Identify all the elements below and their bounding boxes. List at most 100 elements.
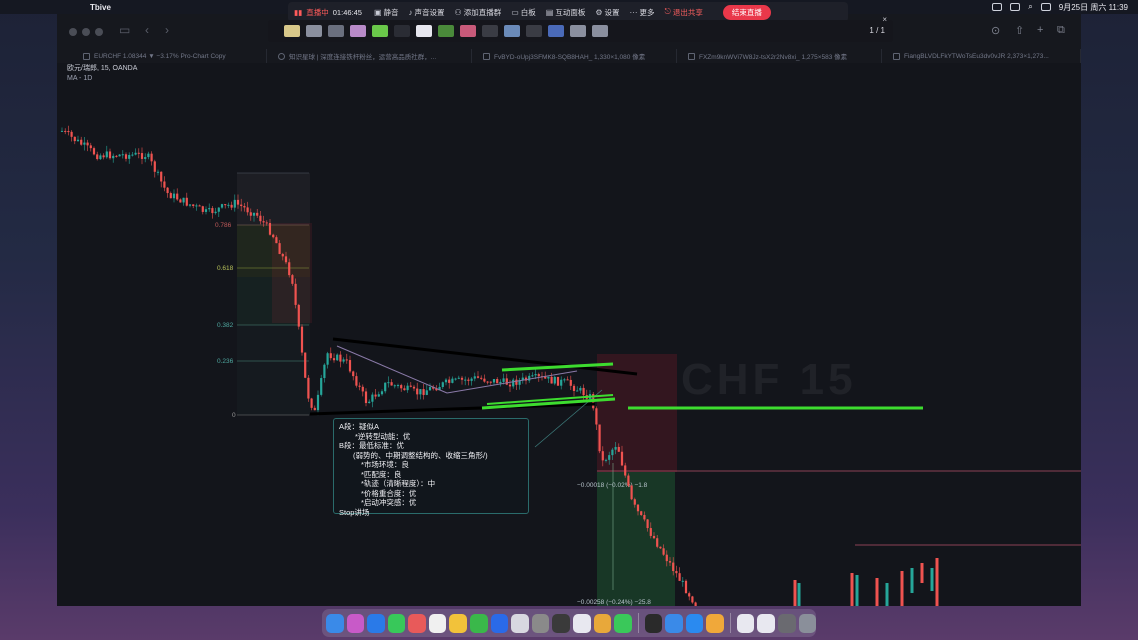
arrow-tool-icon[interactable] — [416, 25, 432, 37]
minimize-window-button[interactable] — [82, 28, 90, 36]
chart-area[interactable]: 欧元/瑞郎, 15, OANDA MA - 1D CHF 15 — [57, 63, 1081, 606]
window-thumb-icon[interactable] — [736, 613, 755, 633]
window-thumb-2-icon[interactable] — [757, 613, 775, 633]
candlestick-chart[interactable]: 0.786 0.618 0.382 0.236 0 −0.00018 (−0.0… — [57, 63, 1081, 606]
tab-overview-icon[interactable]: ⧉ — [1057, 24, 1065, 36]
indicator-label[interactable]: MA - 1D — [67, 75, 93, 82]
candle-body — [211, 208, 214, 214]
triangle-lower-line[interactable] — [309, 402, 596, 416]
app-store-icon[interactable] — [685, 613, 704, 633]
save-tool-icon[interactable] — [548, 25, 564, 37]
text-tool-icon[interactable] — [328, 25, 344, 37]
calendar-icon[interactable] — [428, 613, 447, 633]
preview-icon[interactable] — [511, 613, 529, 633]
keynote-icon[interactable] — [490, 613, 509, 633]
candle-body — [80, 139, 83, 145]
mail-icon[interactable] — [665, 613, 683, 633]
whiteboard-button[interactable]: ▭ 白板 — [511, 7, 536, 18]
profit-zone[interactable] — [597, 472, 675, 606]
facetime-icon[interactable] — [387, 613, 406, 633]
mute-button[interactable]: ▣ 静音 — [374, 7, 399, 18]
tab-image-1[interactable]: FvBYD-oUpj3SFMK8-SQB8HAH_ 1,330×1,080 像素 — [477, 49, 677, 63]
live-status: 直播中 — [306, 7, 329, 17]
wifi-icon[interactable] — [992, 3, 1003, 11]
tab-zsxq[interactable]: 知识星球 | 深度连接铁杆粉丝，运营高品质社群，... — [272, 49, 472, 63]
candle-body — [259, 215, 262, 222]
dock-separator — [729, 613, 731, 633]
downloads-icon[interactable] — [777, 613, 796, 633]
close-icon[interactable]: × — [882, 15, 887, 24]
stop-share-button[interactable]: ⎋ 退出共享 — [665, 7, 703, 18]
candle-body — [249, 212, 252, 216]
tab-image-3[interactable]: FiangBLVDLFkYTWoTsEu3dv0vJR 2,373×1,273.… — [887, 49, 1081, 63]
eraser-tool-icon[interactable] — [460, 25, 476, 37]
line-tool-icon[interactable] — [394, 25, 410, 37]
terminal-icon[interactable] — [552, 613, 570, 633]
green-lower-line-2[interactable] — [486, 394, 614, 405]
candle-body — [339, 354, 342, 362]
chrome-icon[interactable] — [593, 613, 612, 633]
terminal-2-icon[interactable] — [644, 613, 663, 633]
live-icon: ▮▮ — [294, 7, 303, 17]
candle-body — [611, 449, 614, 456]
safari-icon[interactable] — [367, 613, 385, 633]
fib-label-0786: 0.786 — [215, 222, 232, 229]
shape-tool-icon[interactable] — [482, 25, 498, 37]
candle-body — [797, 583, 801, 606]
share-icon[interactable]: ⇧ — [1015, 25, 1025, 37]
trash-icon[interactable] — [798, 613, 817, 633]
candle-body — [278, 243, 281, 254]
sidebar-icon[interactable]: ▭ — [119, 23, 131, 37]
wechat-icon[interactable] — [614, 613, 632, 633]
clear-tool-icon[interactable] — [570, 25, 586, 37]
fib-retracement[interactable]: 0.786 0.618 0.382 0.236 0 — [215, 172, 312, 419]
photos-icon[interactable] — [408, 613, 426, 633]
audio-settings-button[interactable]: ♪ 声音设置 — [409, 7, 445, 18]
settings-button[interactable]: ⚙ 设置 — [595, 7, 619, 18]
finder-icon[interactable] — [326, 613, 344, 633]
datetime[interactable]: 9月25日 周六 11:39 — [1058, 2, 1128, 12]
candle-body — [659, 546, 662, 549]
tab-image-2[interactable]: FXZm9knWVi7W8Jz-tsX2r2Nv8xi_ 1,275×583 像… — [682, 49, 882, 63]
close-window-button[interactable] — [69, 28, 77, 36]
control-center-icon[interactable] — [1040, 3, 1051, 11]
color-green-icon[interactable] — [438, 25, 454, 37]
pointer-tool-icon[interactable] — [284, 25, 300, 37]
notes-icon[interactable] — [449, 613, 468, 633]
app-name[interactable]: Tbive — [90, 2, 111, 12]
add-group-button[interactable]: ⚇ 添加直播群 — [455, 7, 502, 18]
battery-icon[interactable] — [1010, 3, 1021, 11]
settings-app-icon[interactable] — [531, 613, 550, 633]
new-tab-icon[interactable]: + — [1037, 24, 1044, 36]
zoom-window-button[interactable] — [95, 28, 103, 36]
tradingview-icon[interactable] — [572, 613, 591, 633]
numbers-icon[interactable] — [470, 613, 488, 633]
more-button[interactable]: ··· 更多 — [630, 7, 655, 18]
note-line: Stop讲场 — [339, 507, 370, 517]
interaction-panel-button[interactable]: ▤ 互动面板 — [546, 7, 586, 18]
redo-tool-icon[interactable] — [526, 25, 542, 37]
download-icon[interactable]: ⊙ — [991, 25, 1001, 37]
select-tool-icon[interactable] — [306, 25, 322, 37]
spotlight-tool-icon[interactable] — [592, 25, 608, 37]
green-upper-line[interactable] — [501, 362, 614, 372]
pen-tool-icon[interactable] — [350, 25, 366, 37]
candle-body — [163, 181, 166, 188]
tab-eurchf[interactable]: EURCHF 1.08344 ▼ −3.17% Pro-Chart Copy — [77, 49, 267, 63]
marker-tool-icon[interactable] — [372, 25, 388, 37]
note-line: *启动冲突感：优 — [361, 498, 417, 507]
forward-icon[interactable]: › — [165, 23, 169, 37]
launchpad-icon[interactable] — [346, 613, 365, 633]
back-icon[interactable]: ‹ — [145, 23, 149, 37]
candle-body — [70, 131, 73, 137]
green-lower-line-1[interactable] — [481, 397, 616, 410]
search-icon[interactable]: ⌕ — [1028, 2, 1033, 11]
symbol-label[interactable]: 欧元/瑞郎, 15, OANDA — [67, 65, 138, 72]
triangle-upper-line[interactable] — [332, 337, 638, 376]
analysis-note[interactable]: A段：疑似A *逆转型动能：优 B段：最低标准：优 (弱势的、中期调整结构的、收… — [333, 418, 529, 517]
candle-body — [92, 148, 96, 155]
end-live-button[interactable]: 结束直播 — [722, 4, 771, 20]
undo-tool-icon[interactable] — [504, 25, 520, 37]
candle-body — [403, 388, 406, 391]
meeting-app-icon[interactable] — [706, 613, 724, 633]
